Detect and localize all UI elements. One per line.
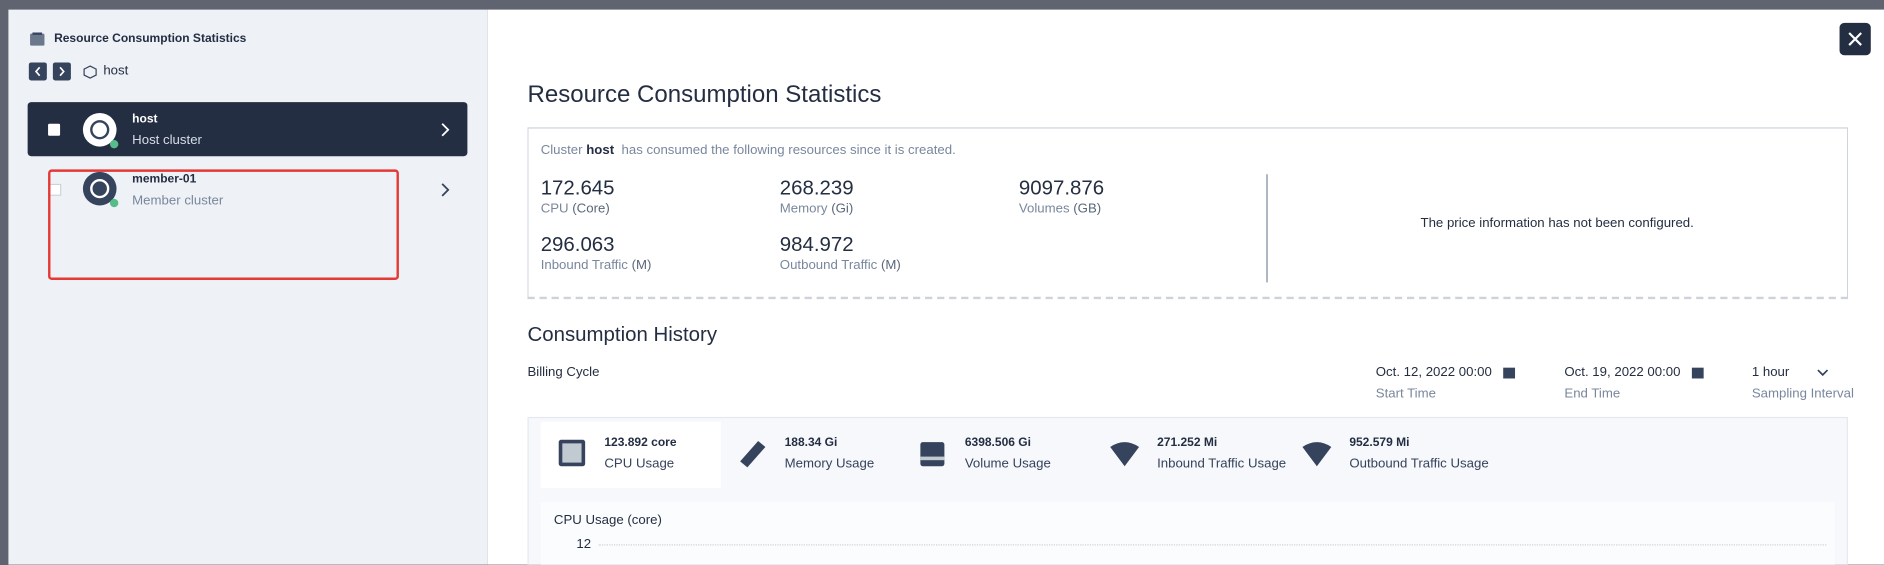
page-title: Resource Consumption Statistics bbox=[527, 81, 882, 109]
end-time[interactable]: Oct. 19, 2022 00:00 bbox=[1564, 365, 1681, 380]
cluster-card[interactable]: host Host cluster bbox=[27, 102, 468, 157]
metric-value: 984.972 bbox=[779, 233, 854, 256]
usage-value[interactable]: 188.34 Gi bbox=[784, 436, 838, 450]
text: has consumed the following resources sin… bbox=[621, 142, 956, 158]
usage-label: Volume Usage bbox=[964, 456, 1051, 471]
chevron bbox=[441, 183, 450, 197]
metric-value: 9097.876 bbox=[1018, 176, 1105, 200]
usage-panel: 123.892 core CPU Usage 188.34 Gi Memory Usa… bbox=[527, 416, 1848, 565]
label: Sampling Interval bbox=[1751, 386, 1854, 402]
usage-label: Inbound Traffic Usage bbox=[1157, 456, 1287, 471]
usage-label: CPU Usage bbox=[604, 456, 675, 471]
interval-select[interactable]: 1 hour bbox=[1751, 365, 1790, 380]
unit: (M) bbox=[631, 258, 652, 273]
chart-title: CPU Usage (core) bbox=[553, 513, 662, 528]
metric-label: CPU (Core) bbox=[541, 202, 610, 216]
text: Inbound Traffic bbox=[540, 258, 628, 273]
icon bbox=[30, 32, 45, 46]
breadcrumb: host bbox=[103, 63, 129, 79]
calendar-icon bbox=[1503, 367, 1516, 379]
divider bbox=[1266, 174, 1268, 283]
text: host bbox=[586, 142, 615, 158]
calendar-icon bbox=[1691, 367, 1704, 379]
usage-icon bbox=[917, 437, 948, 474]
sidebar: Resource Consumption Statistics host hos… bbox=[8, 9, 488, 565]
metric-label: Volumes (GB) bbox=[1019, 202, 1101, 216]
metric-value: 172.645 bbox=[540, 176, 615, 200]
main-panel: Resource Consumption Statistics Cluster … bbox=[487, 9, 1884, 565]
unit: (M) bbox=[880, 258, 901, 273]
unit: (Gi) bbox=[831, 201, 854, 217]
usage-value[interactable]: 271.252 Mi bbox=[1157, 436, 1218, 450]
icon bbox=[83, 65, 97, 79]
usage-label: Outbound Traffic Usage bbox=[1349, 456, 1489, 471]
usage-icon bbox=[556, 437, 587, 474]
unit: (Core) bbox=[572, 201, 610, 217]
metric-value: 268.239 bbox=[779, 176, 854, 200]
cluster-type: Host cluster bbox=[132, 133, 202, 148]
metric-label: Inbound Traffic (M) bbox=[541, 258, 652, 272]
text: CPU bbox=[540, 201, 569, 217]
metric-label: Memory (Gi) bbox=[780, 202, 853, 216]
usage-icon bbox=[1301, 437, 1332, 474]
text: Volumes bbox=[1018, 201, 1070, 217]
usage-value[interactable]: 6398.506 Gi bbox=[964, 436, 1031, 450]
dropdown-icon bbox=[1817, 369, 1829, 377]
summary-box: Cluster host has consumed the following … bbox=[527, 127, 1848, 300]
start-time[interactable]: Oct. 12, 2022 00:00 bbox=[1375, 365, 1492, 380]
highlight-box bbox=[48, 169, 399, 280]
text: Memory bbox=[779, 201, 828, 217]
close-button[interactable] bbox=[1839, 22, 1871, 56]
usage-value[interactable]: 123.892 core bbox=[604, 436, 677, 450]
text: Cluster bbox=[540, 142, 583, 158]
summary-text: Cluster host has consumed the following … bbox=[541, 143, 956, 157]
unit: (GB) bbox=[1073, 201, 1102, 217]
cluster-type: Member cluster bbox=[132, 193, 224, 208]
forward-button[interactable] bbox=[52, 62, 71, 81]
metric-label: Outbound Traffic (M) bbox=[780, 258, 901, 272]
cluster-name: host bbox=[132, 112, 158, 127]
label: Billing Cycle bbox=[527, 365, 600, 380]
section-title: Consumption History bbox=[527, 323, 718, 347]
sidebar-title: Resource Consumption Statistics bbox=[54, 32, 247, 46]
label: End Time bbox=[1564, 386, 1621, 402]
chevron bbox=[441, 123, 450, 137]
cluster-name: member-01 bbox=[132, 173, 197, 187]
price-note: The price information has not been confi… bbox=[1420, 216, 1694, 231]
cluster-card[interactable]: member-01 Member cluster bbox=[28, 163, 468, 217]
checkbox[interactable] bbox=[48, 123, 61, 136]
y-tick-label: 12 bbox=[576, 537, 592, 552]
label: Start Time bbox=[1375, 386, 1436, 402]
chart-area: CPU Usage (core) 12 bbox=[540, 502, 1835, 565]
text: Outbound Traffic bbox=[779, 258, 878, 273]
usage-icon bbox=[1109, 437, 1140, 474]
back-button[interactable] bbox=[28, 62, 47, 81]
usage-value[interactable]: 952.579 Mi bbox=[1349, 436, 1410, 450]
cluster-icon bbox=[82, 171, 119, 208]
usage-icon bbox=[737, 437, 768, 474]
usage-label: Memory Usage bbox=[784, 456, 875, 471]
grid-line bbox=[598, 544, 1827, 546]
cluster-icon bbox=[82, 112, 119, 149]
metric-value: 296.063 bbox=[540, 233, 615, 256]
